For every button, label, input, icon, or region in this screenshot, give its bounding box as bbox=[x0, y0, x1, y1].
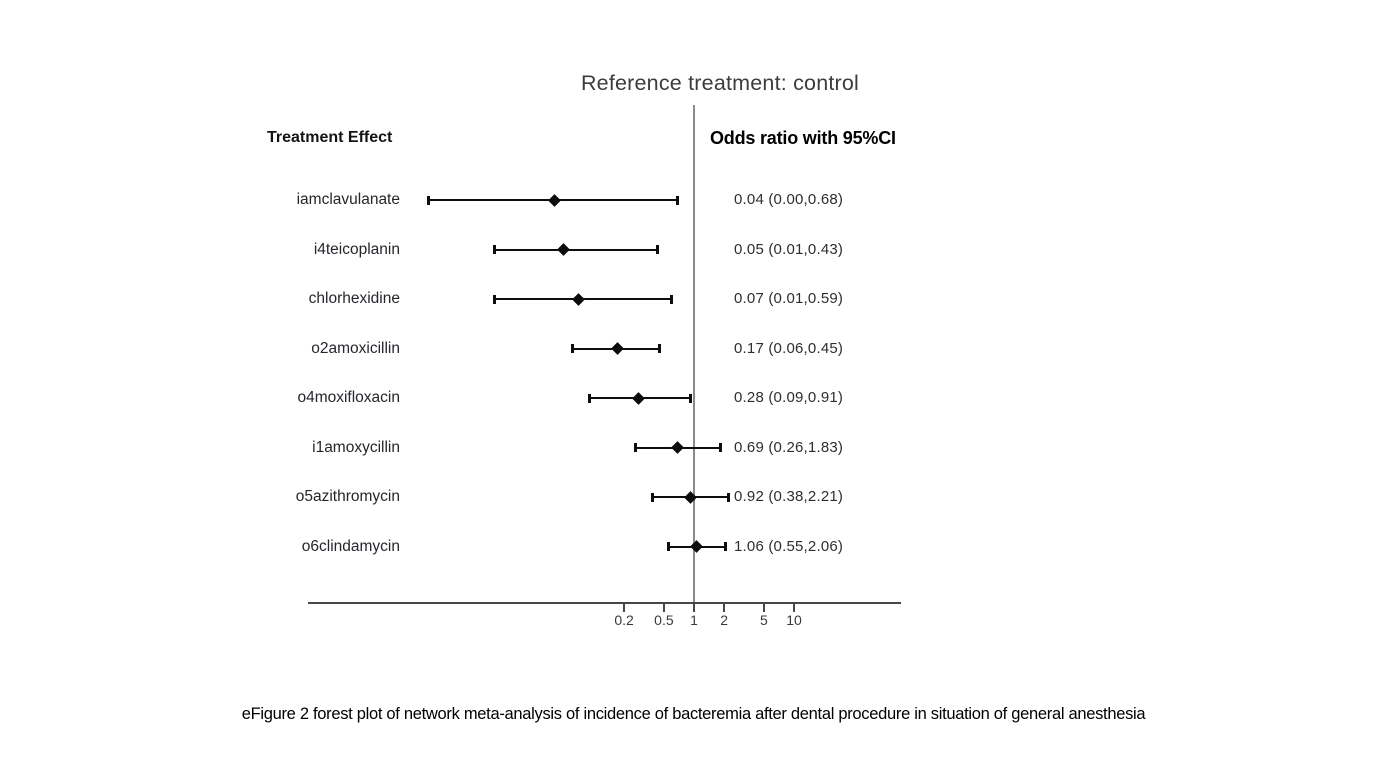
axis-tick bbox=[723, 604, 726, 612]
odds-ratio-column-header: Odds ratio with 95%CI bbox=[710, 128, 896, 148]
or-value: 1.06 (0.55,2.06) bbox=[734, 537, 844, 555]
or-value: 0.07 (0.01,0.59) bbox=[734, 290, 844, 307]
point-estimate-diamond bbox=[572, 292, 585, 306]
ci-cap-upper bbox=[658, 344, 662, 353]
or-value: 0.28 (0.09,0.91) bbox=[734, 389, 844, 406]
axis-tick bbox=[693, 604, 695, 612]
chart-title: Reference treatment: control bbox=[580, 71, 860, 95]
row-label: i1amoxycillin bbox=[312, 438, 400, 456]
or-value: 0.04 (0.00,0.68) bbox=[734, 191, 844, 208]
row-label: o6clindamycin bbox=[301, 537, 400, 555]
axis-tick-label: 10 bbox=[786, 612, 802, 628]
or-value: 0.17 (0.06,0.45) bbox=[734, 339, 844, 357]
or-value: 0.05 (0.01,0.43) bbox=[734, 240, 844, 258]
figure-caption: eFigure 2 forest plot of network meta-an… bbox=[241, 705, 1146, 723]
axis-tick-label: 0.5 bbox=[654, 612, 674, 628]
point-estimate-diamond bbox=[671, 441, 685, 454]
ci-cap-upper bbox=[688, 393, 692, 403]
point-estimate-diamond bbox=[610, 342, 624, 355]
x-axis-line bbox=[308, 602, 901, 604]
axis-tick-label: 2 bbox=[720, 612, 728, 628]
axis-tick bbox=[762, 604, 765, 612]
point-estimate-diamond bbox=[632, 391, 646, 405]
row-label: o5azithromycin bbox=[295, 488, 400, 505]
or-value: 0.92 (0.38,2.21) bbox=[734, 488, 844, 505]
axis-tick bbox=[662, 604, 665, 612]
ci-cap-lower bbox=[667, 542, 671, 551]
ci-cap-lower bbox=[493, 294, 496, 304]
ci-cap-upper bbox=[727, 492, 731, 502]
treatment-effect-column-header: Treatment Effect bbox=[267, 129, 393, 146]
axis-tick bbox=[623, 604, 626, 612]
point-estimate-diamond bbox=[557, 243, 571, 256]
point-estimate-diamond bbox=[547, 193, 561, 207]
row-label: i4teicoplanin bbox=[313, 240, 400, 258]
ci-cap-upper bbox=[719, 443, 723, 452]
ci-cap-upper bbox=[670, 294, 674, 304]
reference-line-x1 bbox=[693, 105, 695, 604]
axis-tick-label: 5 bbox=[759, 612, 768, 628]
axis-tick-label: 1 bbox=[690, 612, 698, 628]
axis-tick bbox=[793, 604, 795, 612]
ci-cap-upper bbox=[676, 195, 680, 205]
ci-cap-upper bbox=[724, 542, 728, 551]
row-label: o2amoxicillin bbox=[311, 339, 400, 357]
ci-cap-upper bbox=[656, 245, 660, 254]
ci-cap-lower bbox=[634, 443, 638, 452]
ci-cap-lower bbox=[650, 492, 654, 502]
row-label: iamclavulanate bbox=[296, 191, 400, 208]
row-label: o4moxifloxacin bbox=[297, 389, 400, 406]
ci-cap-lower bbox=[427, 195, 431, 205]
ci-cap-lower bbox=[570, 344, 574, 353]
ci-cap-lower bbox=[588, 393, 592, 403]
or-value: 0.69 (0.26,1.83) bbox=[734, 438, 844, 456]
axis-tick-label: 0.2 bbox=[614, 612, 634, 628]
ci-cap-lower bbox=[493, 245, 496, 254]
ci-line bbox=[494, 248, 658, 251]
row-label: chlorhexidine bbox=[308, 290, 400, 307]
